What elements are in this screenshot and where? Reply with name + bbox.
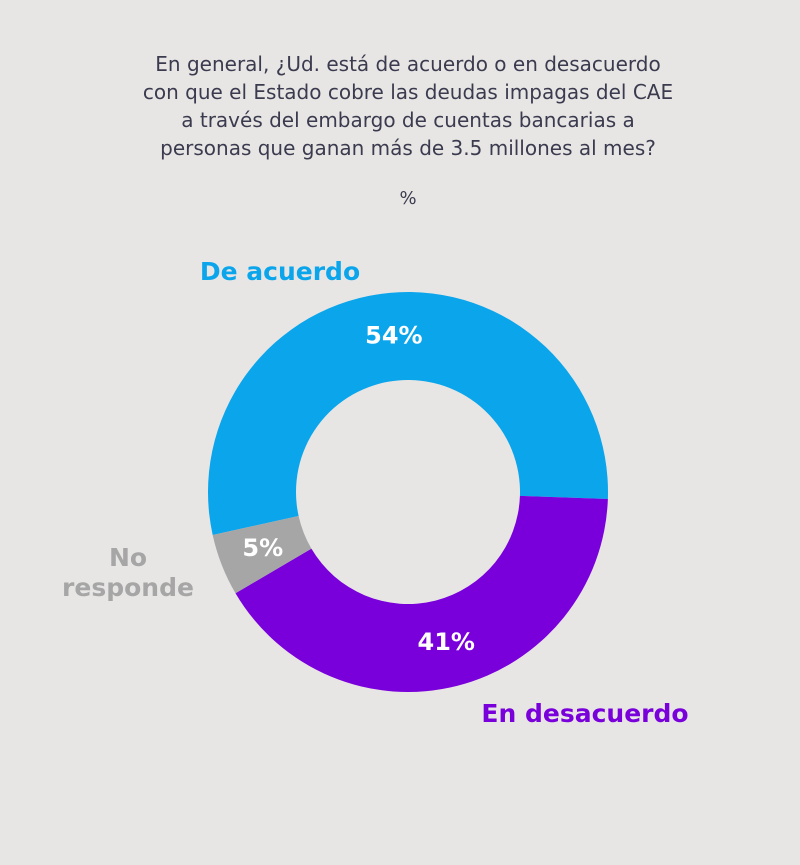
value-label: 41% [418,628,475,656]
category-label: De acuerdo [199,257,361,286]
chart-title: En general, ¿Ud. está de acuerdo o en de… [142,52,674,160]
donut-slice [235,495,608,692]
category-label: No responde [62,543,194,602]
donut-slice [208,292,608,535]
value-label: 5% [242,534,283,562]
value-label: 54% [365,322,422,350]
chart-subtitle: % [399,188,417,209]
donut-slice [212,516,312,594]
category-label: En desacuerdo [481,699,689,728]
